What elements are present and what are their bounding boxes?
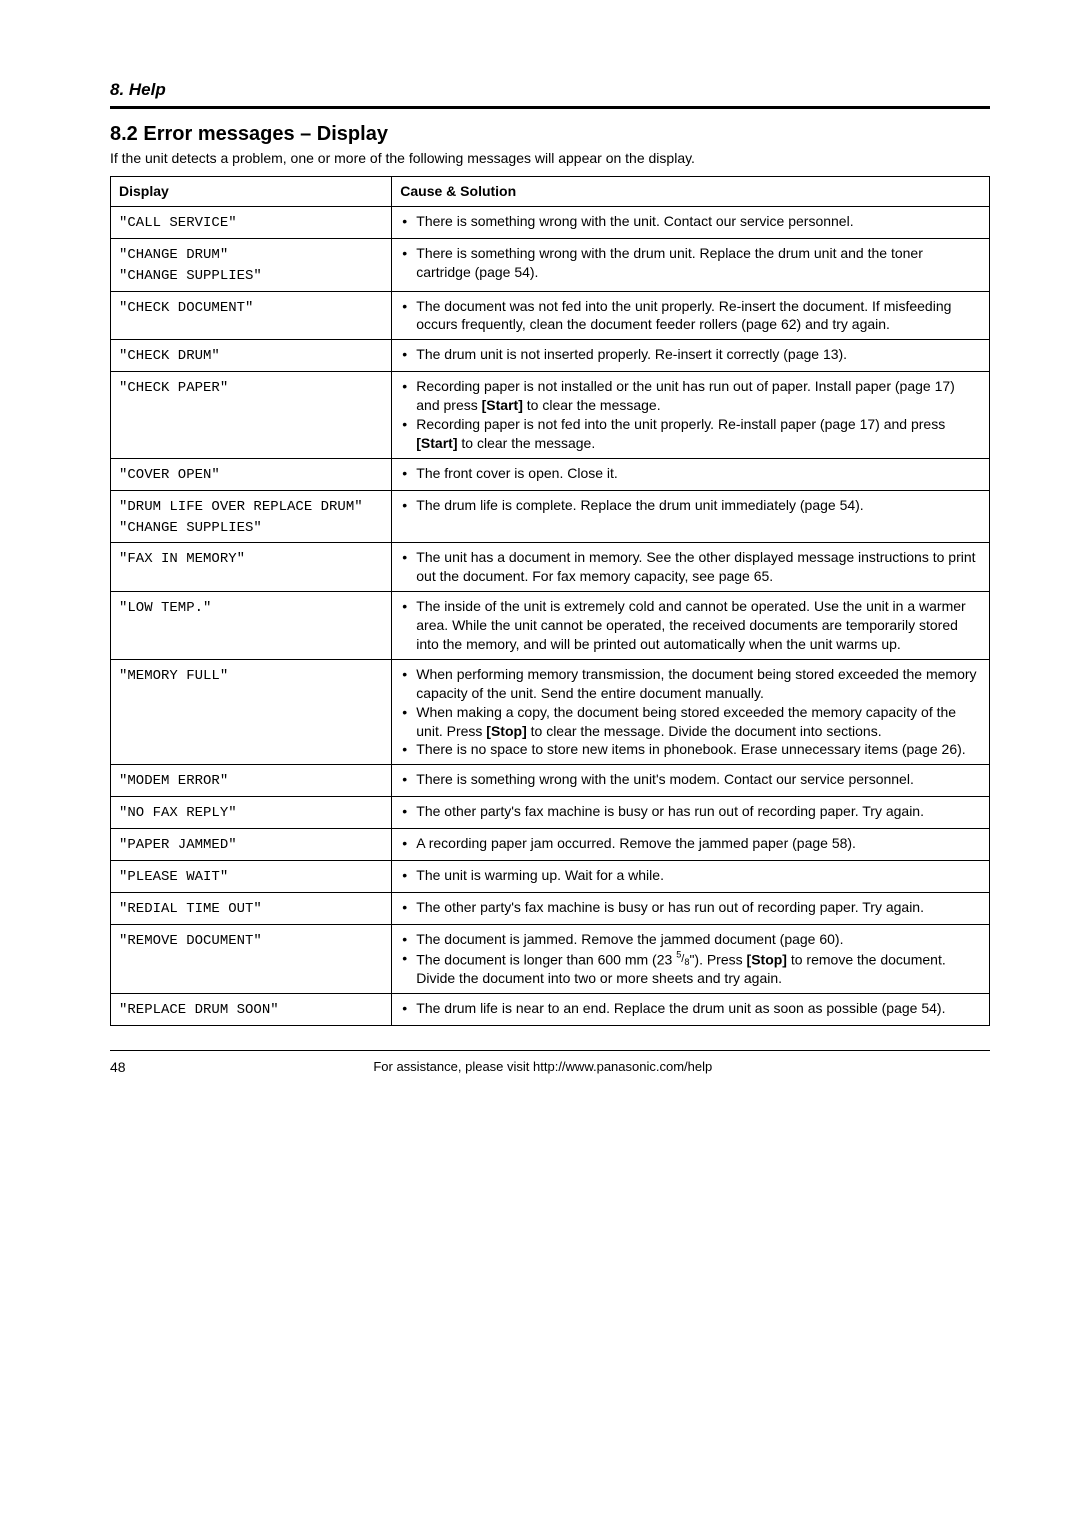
solution-cell: The document is jammed. Remove the jamme… — [392, 924, 990, 993]
solution-cell: There is something wrong with the unit's… — [392, 765, 990, 797]
solution-cell: When performing memory transmission, the… — [392, 659, 990, 764]
table-row: "MEMORY FULL" When performing memory tran… — [111, 659, 990, 764]
solution-item: The unit has a document in memory. See t… — [416, 548, 981, 586]
display-cell: "REPLACE DRUM SOON" — [111, 994, 392, 1026]
display-cell: "DRUM LIFE OVER REPLACE DRUM""CHANGE SUP… — [111, 490, 392, 543]
solution-item: The document was not fed into the unit p… — [416, 297, 981, 335]
table-header-row: Display Cause & Solution — [111, 177, 990, 207]
table-row: "CHECK DOCUMENT" The document was not fed… — [111, 291, 990, 340]
page-number: 48 — [110, 1059, 126, 1075]
solution-item: There is no space to store new items in … — [416, 740, 981, 759]
table-row: "REPLACE DRUM SOON" The drum life is near… — [111, 994, 990, 1026]
solution-item: The unit is warming up. Wait for a while… — [416, 866, 981, 885]
solution-item: The drum unit is not inserted properly. … — [416, 345, 981, 364]
solution-item: There is something wrong with the drum u… — [416, 244, 981, 282]
solution-item: The document is jammed. Remove the jamme… — [416, 930, 981, 949]
table-row: "CALL SERVICE" There is something wrong w… — [111, 206, 990, 238]
solution-cell: The document was not fed into the unit p… — [392, 291, 990, 340]
table-row: "PLEASE WAIT" The unit is warming up. Wai… — [111, 861, 990, 893]
solution-cell: The drum life is complete. Replace the d… — [392, 490, 990, 543]
display-cell: "REMOVE DOCUMENT" — [111, 924, 392, 993]
display-cell: "COVER OPEN" — [111, 458, 392, 490]
display-cell: "REDIAL TIME OUT" — [111, 892, 392, 924]
display-cell: "PAPER JAMMED" — [111, 829, 392, 861]
solution-cell: There is something wrong with the drum u… — [392, 238, 990, 291]
solution-item: There is something wrong with the unit. … — [416, 212, 981, 231]
solution-item: The other party's fax machine is busy or… — [416, 898, 981, 917]
table-row: "CHECK DRUM" The drum unit is not inserte… — [111, 340, 990, 372]
table-row: "REDIAL TIME OUT" The other party's fax m… — [111, 892, 990, 924]
table-row: "NO FAX REPLY" The other party's fax mach… — [111, 797, 990, 829]
page-title: 8.2 Error messages – Display — [110, 123, 990, 146]
display-cell: "FAX IN MEMORY" — [111, 543, 392, 592]
solution-item: The inside of the unit is extremely cold… — [416, 597, 981, 654]
display-cell: "LOW TEMP." — [111, 592, 392, 660]
page-footer: 48 For assistance, please visit http://w… — [110, 1059, 990, 1075]
table-row: "CHECK PAPER" Recording paper is not inst… — [111, 372, 990, 459]
solution-item: The drum life is near to an end. Replace… — [416, 999, 981, 1018]
display-cell: "PLEASE WAIT" — [111, 861, 392, 893]
header-cause: Cause & Solution — [392, 177, 990, 207]
display-cell: "MEMORY FULL" — [111, 659, 392, 764]
assist-url: For assistance, please visit http://www.… — [373, 1059, 712, 1075]
table-row: "REMOVE DOCUMENT" The document is jammed.… — [111, 924, 990, 993]
section-label: 8. Help — [110, 80, 990, 100]
solution-item: The drum life is complete. Replace the d… — [416, 496, 981, 515]
solution-item: The front cover is open. Close it. — [416, 464, 981, 483]
table-row: "CHANGE DRUM""CHANGE SUPPLIES" There is s… — [111, 238, 990, 291]
table-row: "MODEM ERROR" There is something wrong wi… — [111, 765, 990, 797]
solution-cell: The drum life is near to an end. Replace… — [392, 994, 990, 1026]
solution-cell: The unit is warming up. Wait for a while… — [392, 861, 990, 893]
solution-cell: The front cover is open. Close it. — [392, 458, 990, 490]
solution-item: When performing memory transmission, the… — [416, 665, 981, 703]
footer-rule — [110, 1050, 990, 1051]
solution-item: Recording paper is not fed into the unit… — [416, 415, 981, 453]
table-row: "LOW TEMP." The inside of the unit is ext… — [111, 592, 990, 660]
table-row: "PAPER JAMMED" A recording paper jam occu… — [111, 829, 990, 861]
solution-cell: There is something wrong with the unit. … — [392, 206, 990, 238]
solution-cell: The drum unit is not inserted properly. … — [392, 340, 990, 372]
intro-text: If the unit detects a problem, one or mo… — [110, 150, 990, 166]
display-cell: "CHANGE DRUM""CHANGE SUPPLIES" — [111, 238, 392, 291]
display-cell: "MODEM ERROR" — [111, 765, 392, 797]
display-cell: "CHECK DOCUMENT" — [111, 291, 392, 340]
solution-item: A recording paper jam occurred. Remove t… — [416, 834, 981, 853]
display-cell: "CHECK DRUM" — [111, 340, 392, 372]
header-rule — [110, 106, 990, 109]
error-table: Display Cause & Solution "CALL SERVICE" T… — [110, 176, 990, 1026]
table-row: "COVER OPEN" The front cover is open. Clo… — [111, 458, 990, 490]
solution-cell: A recording paper jam occurred. Remove t… — [392, 829, 990, 861]
solution-cell: The other party's fax machine is busy or… — [392, 892, 990, 924]
display-cell: "NO FAX REPLY" — [111, 797, 392, 829]
table-row: "DRUM LIFE OVER REPLACE DRUM""CHANGE SUP… — [111, 490, 990, 543]
solution-cell: The unit has a document in memory. See t… — [392, 543, 990, 592]
display-cell: "CHECK PAPER" — [111, 372, 392, 459]
solution-item: The other party's fax machine is busy or… — [416, 802, 981, 821]
solution-cell: Recording paper is not installed or the … — [392, 372, 990, 459]
display-cell: "CALL SERVICE" — [111, 206, 392, 238]
solution-item: The document is longer than 600 mm (23 5… — [416, 949, 981, 988]
solution-cell: The other party's fax machine is busy or… — [392, 797, 990, 829]
header-display: Display — [111, 177, 392, 207]
solution-cell: The inside of the unit is extremely cold… — [392, 592, 990, 660]
solution-item: When making a copy, the document being s… — [416, 703, 981, 741]
solution-item: There is something wrong with the unit's… — [416, 770, 981, 789]
solution-item: Recording paper is not installed or the … — [416, 377, 981, 415]
table-row: "FAX IN MEMORY" The unit has a document i… — [111, 543, 990, 592]
